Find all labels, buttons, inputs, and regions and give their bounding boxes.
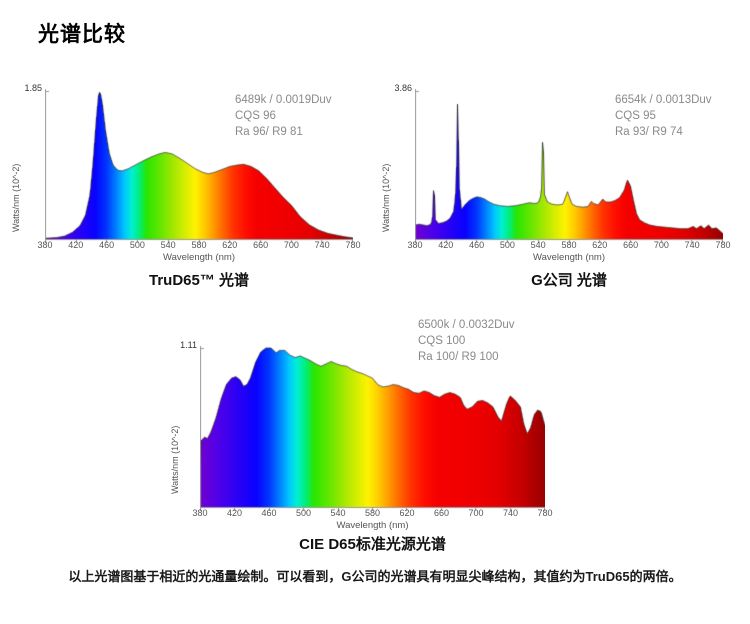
x-tick-label: 500 <box>129 240 145 250</box>
x-tick-label: 380 <box>192 508 208 518</box>
x-tick-label: 500 <box>295 508 312 518</box>
y-max-label: 3.86 <box>394 83 412 93</box>
x-tick-label: 420 <box>438 240 454 250</box>
x-tick-label: 740 <box>314 240 330 250</box>
x-tick-label: 420 <box>226 508 243 518</box>
chart-title-trud65: TruD65™ 光谱 <box>148 272 250 289</box>
annotation-line: Ra 100/ R9 100 <box>418 351 499 363</box>
chart-trud65: 1.85 Watts/nm (10^-2) 380 420 460 500 540 580… <box>11 83 361 308</box>
annotation-cie-d65: 6500k / 0.0032Duv CQS 100 Ra 100/ R9 100 <box>418 317 515 365</box>
y-axis-label: Watts/nm (10^-2) <box>170 425 180 495</box>
annotation-line: 6500k / 0.0032Duv <box>418 319 515 331</box>
x-tick-label: 380 <box>37 240 53 250</box>
x-axis-label: Wavelength (nm) <box>336 520 409 531</box>
x-tick-label: 540 <box>330 508 346 518</box>
y-axis-label: Watts/nm (10^-2) <box>381 163 391 233</box>
chart-title-company-g: G公司 光谱 <box>531 272 607 289</box>
x-axis-label: Wavelength (nm) <box>533 252 605 263</box>
annotation-line: Ra 93/ R9 74 <box>615 126 683 138</box>
annotation-line: CQS 100 <box>418 335 466 347</box>
x-tick-label: 580 <box>191 240 207 250</box>
x-tick-label: 700 <box>653 240 669 250</box>
spectrum-plot-company-g <box>415 88 723 243</box>
annotation-line: 6654k / 0.0013Duv <box>615 94 712 106</box>
x-tick-label: 740 <box>684 240 700 250</box>
x-tick-label: 740 <box>502 508 519 518</box>
y-axis-label: Watts/nm (10^-2) <box>11 163 21 233</box>
annotation-line: CQS 95 <box>615 110 656 122</box>
annotation-trud65: 6489k / 0.0019Duv CQS 96 Ra 96/ R9 81 <box>235 92 332 140</box>
x-tick-label: 660 <box>433 508 450 518</box>
x-tick-label: 420 <box>68 240 84 250</box>
annotation-line: 6489k / 0.0019Duv <box>235 94 332 106</box>
x-tick-label: 620 <box>399 508 415 518</box>
chart-company-g: 3.86 Watts/nm (10^-2) 380 420 460 500 540 580… <box>381 83 731 308</box>
x-tick-label: 460 <box>261 508 277 518</box>
x-tick-label: 540 <box>160 240 176 250</box>
caption-text: 以上光谱图基于相近的光通量绘制。可以看到，G公司的光谱具有明显尖峰结构，其值约为… <box>68 569 682 584</box>
y-max-label: 1.11 <box>180 340 197 350</box>
x-tick-label: 580 <box>561 240 577 250</box>
x-tick-label: 540 <box>530 240 546 250</box>
x-tick-label: 660 <box>623 240 639 250</box>
x-axis-ticks: 380 420 460 500 540 580 620 660 700 740 780 <box>37 240 360 252</box>
x-tick-label: 620 <box>222 240 238 250</box>
x-tick-label: 380 <box>407 240 423 250</box>
x-tick-label: 780 <box>345 240 361 250</box>
annotation-company-g: 6654k / 0.0013Duv CQS 95 Ra 93/ R9 74 <box>615 92 712 140</box>
x-tick-label: 780 <box>537 508 553 518</box>
spectrum-plot-trud65 <box>45 88 353 243</box>
x-tick-label: 460 <box>99 240 115 250</box>
x-tick-label: 780 <box>715 240 731 250</box>
x-tick-label: 700 <box>468 508 484 518</box>
annotation-line: Ra 96/ R9 81 <box>235 126 303 138</box>
x-tick-label: 620 <box>592 240 608 250</box>
x-tick-label: 660 <box>253 240 269 250</box>
x-tick-label: 500 <box>499 240 515 250</box>
x-tick-label: 580 <box>364 508 381 518</box>
annotation-line: CQS 96 <box>235 110 276 122</box>
x-tick-label: 700 <box>283 240 299 250</box>
x-axis-ticks: 380 420 460 500 540 580 620 660 700 740 780 <box>192 508 552 520</box>
x-tick-label: 460 <box>469 240 485 250</box>
chart-title-cie-d65: CIE D65标准光源光谱 <box>299 536 446 553</box>
spectrum-plot-cie-d65 <box>200 345 545 511</box>
x-axis-ticks: 380 420 460 500 540 580 620 660 700 740 780 <box>407 240 730 252</box>
y-max-label: 1.85 <box>24 83 42 93</box>
page-title: 光谱比较 <box>38 23 126 46</box>
x-axis-label: Wavelength (nm) <box>163 252 235 263</box>
chart-cie-d65: 1.11 Watts/nm (10^-2) 380 420 460 500 540 580… <box>170 319 553 575</box>
